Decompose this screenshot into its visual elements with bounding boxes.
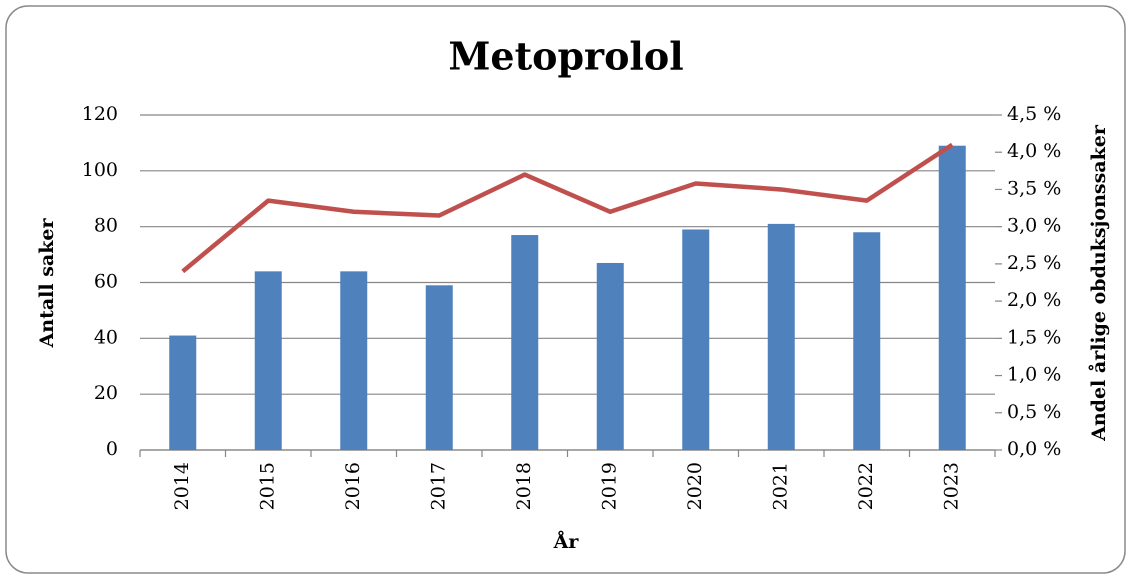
y2-tick-label: 3,5 % — [1007, 177, 1061, 199]
y2-tick-label: 4,5 % — [1007, 103, 1061, 125]
x-tick-label: 2017 — [427, 462, 449, 510]
x-tick-label: 2018 — [513, 462, 535, 510]
bar — [682, 229, 710, 450]
bar — [425, 285, 453, 450]
bar — [254, 271, 282, 450]
x-tick-label: 2016 — [342, 462, 364, 510]
y-tick-label: 40 — [94, 326, 118, 348]
y2-tick-label: 1,0 % — [1007, 364, 1061, 386]
y2-tick-label: 2,0 % — [1007, 289, 1061, 311]
y-axis-label: Antall saker — [36, 218, 58, 349]
bar — [767, 223, 795, 450]
bar — [596, 262, 624, 450]
y-tick-label: 20 — [94, 382, 118, 404]
y2-tick-label: 1,5 % — [1007, 326, 1061, 348]
bar — [340, 271, 368, 450]
y2-tick-label: 0,0 % — [1007, 438, 1061, 460]
bar — [853, 232, 881, 450]
y-tick-label: 120 — [82, 103, 118, 125]
x-tick-label: 2020 — [684, 462, 706, 510]
y2-tick-label: 3,0 % — [1007, 215, 1061, 237]
bar — [511, 235, 539, 450]
y2-tick-label: 4,0 % — [1007, 140, 1061, 162]
y2-tick-label: 0,5 % — [1007, 401, 1061, 423]
chart-title: Metoprolol — [448, 34, 683, 79]
y-tick-label: 0 — [106, 438, 118, 460]
x-tick-label: 2022 — [855, 462, 877, 510]
bar — [938, 145, 966, 451]
y-tick-label: 60 — [94, 271, 118, 293]
y-tick-label: 100 — [82, 159, 118, 181]
x-axis-label: År — [553, 530, 580, 553]
x-tick-label: 2021 — [769, 462, 791, 510]
chart-border — [5, 5, 1126, 574]
line — [181, 142, 954, 274]
y2-tick-label: 2,5 % — [1007, 252, 1061, 274]
x-tick-label: 2014 — [171, 462, 193, 510]
y-tick-label: 80 — [94, 215, 118, 237]
x-tick-label: 2015 — [256, 462, 278, 510]
y2-axis-label: Andel årlige obduksjonssaker — [1087, 124, 1110, 442]
x-tick-label: 2019 — [598, 462, 620, 510]
x-tick-label: 2023 — [940, 462, 962, 510]
bar — [169, 335, 197, 450]
